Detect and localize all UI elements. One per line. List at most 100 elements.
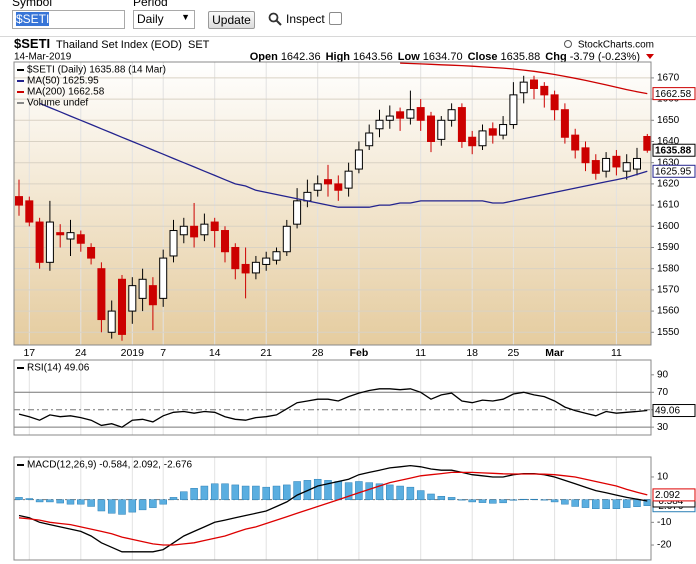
histogram-bar	[592, 499, 600, 509]
x-tick-label: Feb	[350, 347, 369, 359]
candle-body	[272, 251, 281, 261]
histogram-bar	[15, 497, 23, 500]
candle-body	[293, 200, 302, 225]
candle-body	[571, 134, 580, 151]
candle-body	[15, 196, 23, 206]
legend-label: RSI(14) 49.06	[27, 363, 90, 374]
value-tag	[652, 87, 696, 101]
histogram-bar	[25, 498, 34, 500]
candle-body	[138, 278, 147, 299]
x-tick-label: 14	[209, 347, 221, 359]
legend-label: MA(200) 1662.58	[27, 87, 105, 98]
candle-body	[159, 257, 168, 299]
histogram-bar	[612, 499, 621, 509]
candle-body	[128, 285, 137, 312]
candle-body	[478, 130, 487, 147]
candle-body	[530, 79, 538, 89]
y-tick-label: 30	[657, 422, 669, 433]
value-tag-label: -0.584	[655, 496, 684, 507]
panel-border	[13, 359, 652, 436]
candle-body	[416, 107, 425, 121]
candle-body	[354, 149, 363, 170]
update-button[interactable]: Update	[208, 11, 255, 29]
candle-body	[457, 107, 466, 142]
candle-body	[303, 191, 312, 202]
series-line	[18, 471, 648, 546]
histogram-bar	[293, 481, 301, 500]
value-tag-label: 1635.88	[655, 145, 692, 156]
inspect-icon	[268, 12, 282, 26]
candle-body	[447, 109, 456, 121]
candle-body	[282, 225, 291, 253]
histogram-bar	[416, 490, 425, 500]
x-tick-label: 11	[611, 347, 622, 359]
histogram-bar	[344, 482, 353, 500]
candle-body	[633, 157, 641, 170]
histogram-bar	[241, 485, 250, 500]
y-tick-label: 1650	[657, 115, 680, 126]
candle-body	[251, 261, 260, 274]
panel-border	[13, 456, 652, 561]
candle-body	[179, 225, 188, 236]
y-tick-label: 1570	[657, 285, 680, 296]
histogram-bar	[231, 484, 240, 500]
histogram-bar	[35, 499, 44, 503]
candle-body	[45, 221, 54, 263]
candle-body	[375, 119, 384, 130]
histogram-bar	[540, 499, 549, 501]
y-tick-label: 1590	[657, 242, 680, 253]
candle-body	[262, 257, 271, 265]
candle-body	[385, 115, 394, 121]
plot-area	[15, 464, 651, 553]
symbol: $SETI	[14, 36, 50, 51]
series-line	[39, 102, 648, 208]
histogram-bar	[252, 485, 260, 500]
y-tick-label: 1630	[657, 157, 680, 168]
inspect-checkbox[interactable]	[329, 12, 342, 25]
candle-body	[97, 268, 106, 321]
candle-body	[509, 94, 518, 126]
value-tag	[652, 164, 696, 178]
histogram-bar	[375, 483, 384, 500]
histogram-bar	[386, 484, 394, 500]
quote-value: 1643.56	[353, 51, 393, 63]
y-tick-label: 1670	[657, 73, 680, 84]
histogram-bar	[550, 499, 559, 503]
exchange: SET	[188, 39, 210, 51]
period-select[interactable]: Daily ▼	[133, 10, 195, 29]
histogram-bar	[561, 499, 569, 505]
series-line	[400, 62, 648, 95]
candle-body	[396, 111, 405, 119]
quote-label: Open	[250, 51, 278, 63]
quote-value: 1635.88	[501, 51, 541, 63]
histogram-bar	[489, 499, 497, 504]
quote-label: High	[326, 51, 351, 63]
histogram-bar	[128, 499, 137, 513]
candle-body	[56, 232, 65, 236]
candle-body	[499, 124, 508, 136]
candle-body	[87, 246, 96, 259]
y-tick-label: 1600	[657, 221, 680, 232]
x-tick-label: 25	[508, 347, 520, 359]
candle-body	[602, 157, 611, 172]
quote-label: Chg	[545, 51, 566, 63]
histogram-bar	[355, 481, 363, 500]
candle-body	[241, 263, 250, 274]
histogram-bar	[138, 499, 147, 511]
candle-body	[210, 221, 219, 232]
histogram-bar	[581, 499, 590, 508]
candle-body	[622, 162, 631, 172]
histogram-bar	[396, 485, 404, 500]
candle-body	[519, 81, 528, 94]
period-label: Period	[133, 0, 168, 9]
candle-body	[334, 183, 343, 191]
value-tag-label: 1662.58	[655, 89, 692, 100]
candle-body	[427, 115, 435, 142]
candle-body	[468, 136, 477, 147]
y-tick-label: 1640	[657, 136, 680, 147]
candle-body	[365, 132, 374, 147]
value-tag-label: 1625.95	[655, 166, 692, 177]
symbol-input[interactable]: $SETI	[12, 10, 125, 29]
